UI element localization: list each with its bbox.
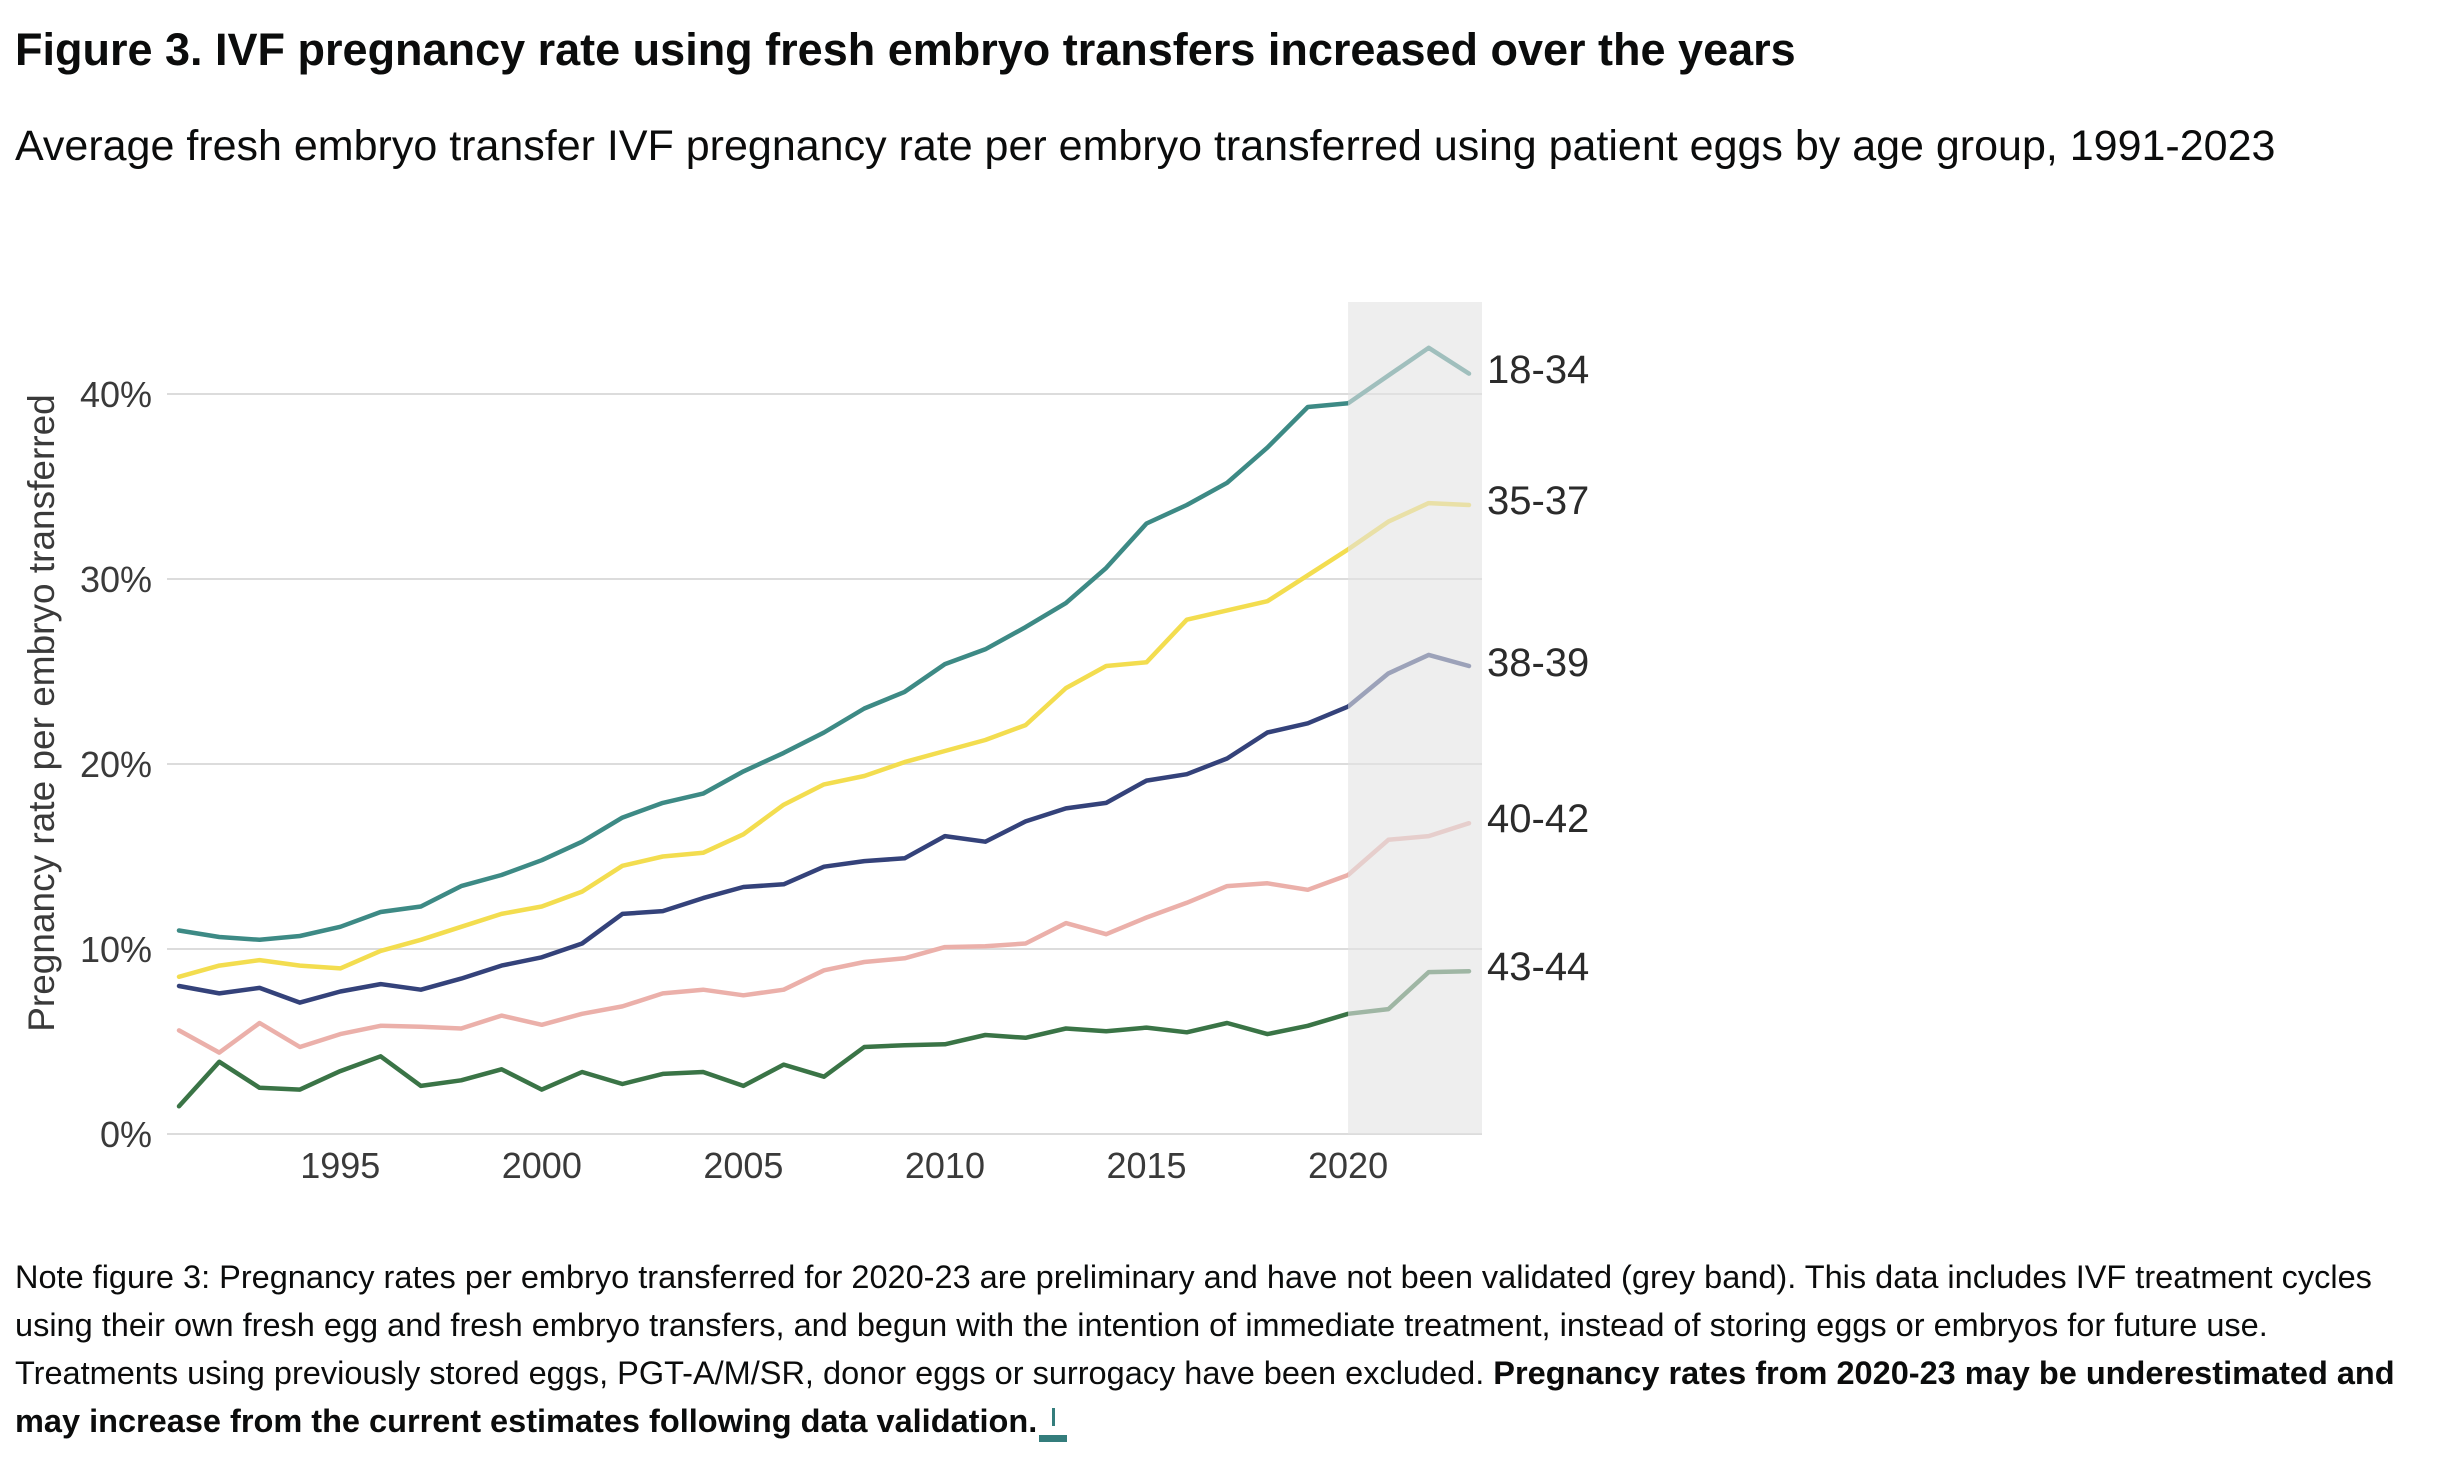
x-tick-label: 1995 xyxy=(300,1145,380,1186)
line-chart: 0%10%20%30%40% 1995 2000 2005 2010 2015 2020 … xyxy=(21,302,1589,1186)
y-tick-label: 40% xyxy=(80,374,152,415)
series-line-38-39 xyxy=(176,652,1472,1005)
series-line-35-37 xyxy=(176,500,1472,980)
note-text: Note figure 3: Pregnancy rates per embry… xyxy=(15,1259,2372,1391)
series-label-43-44: 43-44 xyxy=(1487,945,1589,989)
preliminary-data-band xyxy=(1348,302,1482,1134)
series-label-38-39: 38-39 xyxy=(1487,641,1589,685)
series-label-40-42: 40-42 xyxy=(1487,797,1589,841)
series-line-43-44 xyxy=(176,968,1472,1109)
series-lines xyxy=(176,345,1472,1109)
y-axis-title: Pregnancy rate per embryo transferred xyxy=(21,394,62,1032)
x-tick-label: 2005 xyxy=(703,1145,783,1186)
note-bold-text: Pregnancy rates from 2020-23 may be unde… xyxy=(15,1355,2395,1439)
x-axis-tick-labels: 1995 2000 2005 2010 2015 2020 xyxy=(300,1145,1388,1186)
series-label-18-34: 18-34 xyxy=(1487,348,1589,392)
figure-title: Figure 3. IVF pregnancy rate using fresh… xyxy=(15,24,1796,75)
x-tick-label: 2015 xyxy=(1106,1145,1186,1186)
y-tick-label: 0% xyxy=(100,1114,152,1155)
series-line-40-42 xyxy=(176,820,1472,1055)
footnote-link-bar xyxy=(1052,1408,1056,1426)
footnote-link-underline xyxy=(1039,1435,1068,1442)
gridlines xyxy=(167,393,1482,1135)
x-tick-label: 2000 xyxy=(502,1145,582,1186)
y-tick-label: 20% xyxy=(80,744,152,785)
figure-subtitle: Average fresh embryo transfer IVF pregna… xyxy=(15,122,2276,170)
series-label-35-37: 35-37 xyxy=(1487,479,1589,523)
footnote-link-icon[interactable] xyxy=(1039,1408,1068,1442)
y-tick-label: 10% xyxy=(80,929,152,970)
series-line-18-34 xyxy=(176,345,1472,943)
series-labels: 18-34 35-37 38-39 40-42 43-44 xyxy=(1487,348,1589,989)
x-tick-label: 2010 xyxy=(905,1145,985,1186)
y-axis-tick-labels: 0% 10% 20% 30% 40% xyxy=(80,374,152,1155)
x-tick-label: 2020 xyxy=(1308,1145,1388,1186)
y-tick-label: 30% xyxy=(80,559,152,600)
figure-note: Note figure 3: Pregnancy rates per embry… xyxy=(15,1253,2435,1445)
